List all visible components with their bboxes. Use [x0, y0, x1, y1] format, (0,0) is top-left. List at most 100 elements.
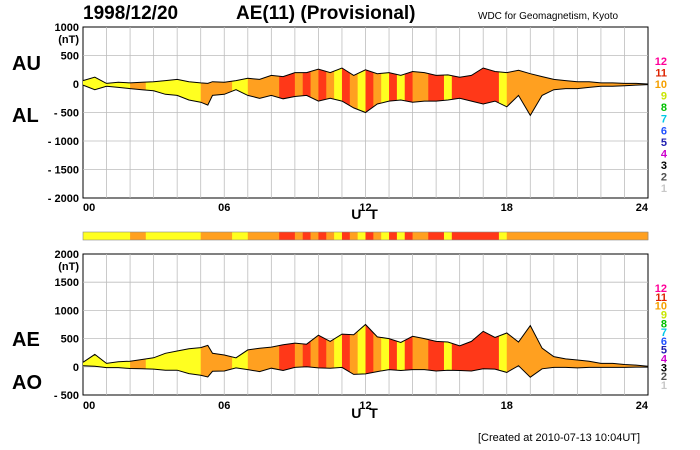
activity-segment [161, 68, 170, 116]
activity-band-segment [326, 232, 335, 240]
legend-level: 9 [661, 91, 667, 103]
y-tick-label: - 1500 [48, 165, 79, 177]
activity-band-segment [247, 232, 257, 240]
activity-segment [538, 324, 547, 378]
activity-segment [185, 68, 194, 116]
legend-level: 6 [661, 125, 667, 137]
series-line-au [82, 67, 649, 85]
activity-band-segment [114, 232, 123, 240]
y-tick-label: 1000 [55, 305, 79, 317]
activity-segment [428, 324, 437, 378]
series-line-al [82, 84, 649, 117]
activity-segment [365, 324, 374, 378]
activity-band-segment [538, 232, 547, 240]
activity-segment [255, 68, 264, 116]
activity-band-segment [436, 232, 445, 240]
activity-segment [459, 68, 469, 116]
y-tick-label: 500 [61, 51, 79, 63]
activity-segment [538, 68, 547, 116]
activity-segment [177, 68, 186, 116]
activity-segment [247, 68, 257, 116]
index-label-lower: AO [12, 372, 42, 394]
activity-segment [506, 324, 516, 378]
activity-segment [224, 68, 233, 116]
activity-segment [420, 324, 429, 378]
activity-segment [310, 68, 319, 116]
activity-segment [506, 68, 516, 116]
activity-band-segment [483, 232, 492, 240]
legend-level: 12 [655, 283, 667, 295]
activity-segment [412, 68, 421, 116]
activity-segment [389, 324, 398, 378]
activity-band-segment [287, 232, 296, 240]
legend-level: 2 [661, 371, 667, 383]
y-tick-label: 0 [73, 362, 79, 374]
activity-band-segment [161, 232, 170, 240]
activity-segment [208, 68, 217, 116]
activity-band-segment [412, 232, 421, 240]
chart-panel-1 [82, 253, 649, 396]
activity-segment [436, 68, 445, 116]
activity-band-segment [357, 232, 366, 240]
activity-segment [428, 68, 437, 116]
activity-segment [326, 68, 335, 116]
x-tick-label: 00 [83, 202, 95, 214]
activity-band-segment [514, 232, 523, 240]
legend-level: 8 [661, 318, 667, 330]
activity-segment [389, 68, 398, 116]
activity-segment [491, 68, 500, 116]
activity-band-segment [624, 232, 633, 240]
activity-band-segment [302, 232, 311, 240]
legend-level: 10 [655, 79, 667, 91]
activity-segment [451, 68, 461, 116]
activity-band-segment [232, 232, 241, 240]
activity-band-segment [396, 232, 406, 240]
x-tick-label: 18 [501, 202, 513, 214]
activity-band-segment [451, 232, 461, 240]
activity-segment [310, 324, 319, 378]
activity-segment [255, 324, 264, 378]
activity-segment [302, 324, 312, 378]
y-tick-label: - 2000 [48, 193, 79, 205]
activity-segment [318, 324, 327, 378]
x-tick-label: 24 [636, 202, 649, 214]
legend-level: 10 [655, 301, 667, 313]
activity-band-segment [389, 232, 398, 240]
activity-band-segment [585, 232, 594, 240]
activity-band-segment [443, 232, 453, 240]
legend-level: 11 [655, 292, 667, 304]
activity-segment [302, 68, 312, 116]
activity-band-segment [310, 232, 319, 240]
activity-band-segment [98, 232, 107, 240]
activity-band-segment [569, 232, 578, 240]
activity-band-segment [83, 232, 92, 240]
activity-segment [396, 68, 406, 116]
activity-band-segment [224, 232, 233, 240]
activity-band-segment [475, 232, 484, 240]
activity-segment [491, 324, 500, 378]
activity-band-segment [561, 232, 570, 240]
activity-band-segment [216, 232, 225, 240]
legend-level: 12 [655, 56, 667, 68]
x-tick-label: 06 [218, 400, 230, 412]
activity-segment [334, 68, 343, 116]
activity-segment [467, 68, 476, 116]
activity-band-segment [506, 232, 515, 240]
y-tick-label: 0 [73, 79, 79, 91]
activity-segment [443, 68, 453, 116]
y-tick-label: 2000 [55, 249, 79, 261]
activity-segment [341, 324, 351, 378]
activity-segment [475, 68, 484, 116]
index-label-upper: AU [12, 53, 41, 75]
activity-segment [357, 324, 366, 378]
activity-segment [412, 324, 421, 378]
legend-level: 2 [661, 171, 667, 183]
date-label: 1998/12/20 [83, 3, 179, 24]
activity-band-segment [271, 232, 280, 240]
activity-segment [326, 324, 335, 378]
activity-band-segment [600, 232, 610, 240]
created-timestamp: [Created at 2010-07-13 10:04UT] [478, 432, 641, 444]
activity-segment [247, 324, 257, 378]
activity-segment [349, 68, 359, 116]
activity-segment [467, 324, 476, 378]
